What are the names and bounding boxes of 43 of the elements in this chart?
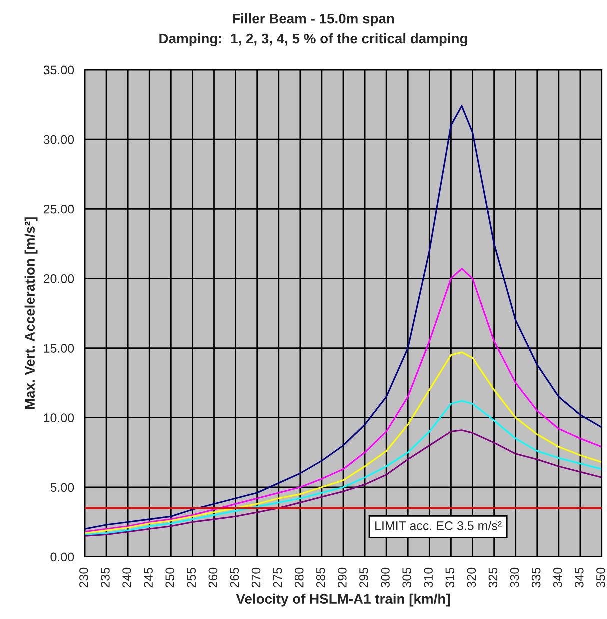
x-tick-label: 330 xyxy=(510,568,520,588)
y-tick-label: 5.00 xyxy=(50,483,74,492)
chart-title: Filler Beam - 15.0m span xyxy=(232,14,394,26)
line-series xyxy=(85,430,602,537)
x-tick-label: 235 xyxy=(101,568,110,588)
y-tick-label: 25.00 xyxy=(44,204,74,214)
x-tick-label: 265 xyxy=(230,568,240,588)
x-tick-label: 230 xyxy=(80,568,88,588)
line-series xyxy=(85,352,602,534)
x-tick-label: 295 xyxy=(360,568,368,588)
x-tick-label: 300 xyxy=(381,568,390,588)
x-tick-label: 320 xyxy=(467,568,476,588)
y-tick-label: 15.00 xyxy=(44,344,74,353)
x-tick-label: 280 xyxy=(294,568,304,588)
y-tick-label: 10.00 xyxy=(44,414,74,423)
y-tick-label: 30.00 xyxy=(44,135,74,144)
line-series xyxy=(85,268,602,533)
y-tick-label: 0.00 xyxy=(50,552,74,562)
x-tick-label: 315 xyxy=(446,568,455,588)
x-tick-label: 325 xyxy=(488,568,498,588)
x-tick-label: 350 xyxy=(596,568,606,588)
x-tick-label: 240 xyxy=(122,568,132,588)
y-tick-label: 20.00 xyxy=(44,274,74,284)
line-series xyxy=(85,400,602,536)
x-tick-label: 305 xyxy=(402,568,412,588)
line-series xyxy=(85,105,602,530)
ref-line-label: LIMIT acc. EC 3.5 m/s² xyxy=(376,521,502,530)
chart-subtitle: Damping: 1, 2, 3, 4, 5 % of the critical damping xyxy=(160,33,468,47)
x-tick-label: 335 xyxy=(532,568,541,588)
y-tick-label: 35.00 xyxy=(44,66,74,75)
x-axis-title: Velocity of HSLM-A1 train [km/h] xyxy=(236,594,450,607)
x-tick-label: 245 xyxy=(144,568,153,588)
x-tick-label: 310 xyxy=(424,568,434,588)
x-tick-label: 270 xyxy=(252,568,261,588)
x-tick-label: 260 xyxy=(208,568,218,588)
x-tick-label: 290 xyxy=(338,568,347,588)
x-tick-label: 340 xyxy=(553,568,562,588)
y-axis-title: Max. Vert. Acceleration [m/s²] xyxy=(24,218,38,410)
x-tick-label: 250 xyxy=(166,568,175,588)
x-tick-label: 345 xyxy=(574,568,584,588)
x-tick-label: 275 xyxy=(273,568,282,588)
x-tick-label: 255 xyxy=(187,568,196,588)
x-tick-label: 285 xyxy=(316,568,326,588)
